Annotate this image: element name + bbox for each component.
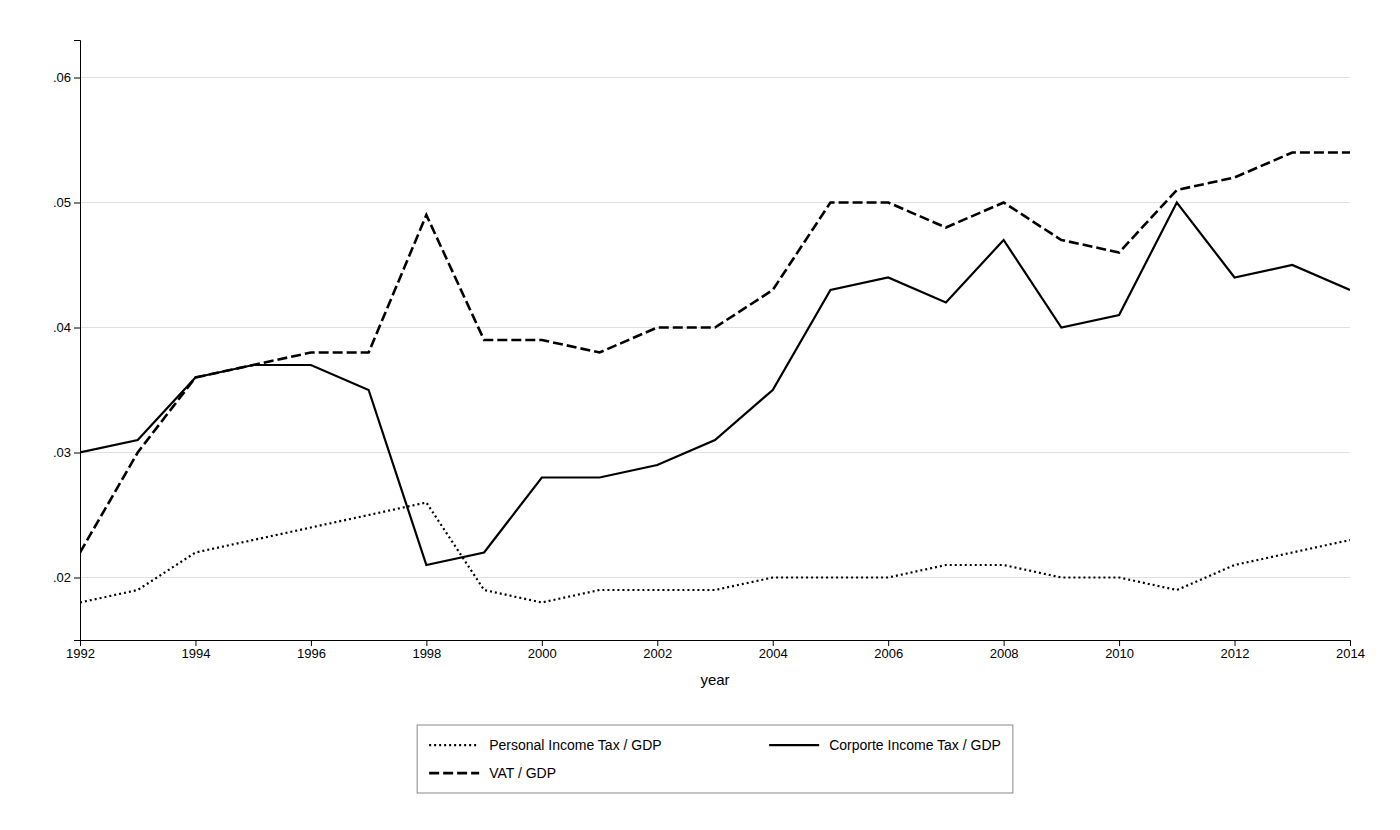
grid-line [80,77,1350,78]
legend-swatch [769,744,819,746]
x-tick: 1996 [297,640,326,661]
legend-item: VAT / GDP [429,765,556,781]
legend-box [417,725,1013,793]
tick-mark [1350,640,1351,646]
y-tick: .04 [53,320,80,335]
tick-mark [74,453,80,454]
tick-label: .05 [53,195,71,210]
tick-label: 1994 [181,646,210,661]
legend: Personal Income Tax / GDP Corporte Income… [417,725,1013,793]
tick-label: 2004 [759,646,788,661]
y-tick: .05 [53,195,80,210]
tick-mark [195,640,196,646]
tick-label: 2008 [990,646,1019,661]
series-line [80,153,1350,553]
tick-label: .02 [53,570,71,585]
axis-line [74,41,81,641]
tick-mark [773,640,774,646]
legend-label: Corporte Income Tax / GDP [829,737,1001,753]
x-axis-title: year [700,671,729,688]
tick-mark [74,578,80,579]
y-axis: .02 .03 .04 .05 .06 [53,41,81,641]
tick-mark [1119,640,1120,646]
y-tick: .03 [53,445,80,460]
x-tick: 2004 [759,640,788,661]
tick-mark [657,640,658,646]
x-tick: 2014 [1336,640,1365,661]
tick-mark [888,640,889,646]
legend-item: Personal Income Tax / GDP [429,737,661,753]
lines [80,153,1350,603]
tick-label: 2000 [528,646,557,661]
tick-label: .03 [53,445,71,460]
legend-item: Corporte Income Tax / GDP [769,737,1001,753]
tick-label: 2010 [1105,646,1134,661]
tick-label: 2014 [1336,646,1365,661]
grid-line [80,202,1350,203]
x-axis: 1992 1994 1996 1998 2000 2002 2004 2006 2008 2010… [66,640,1365,661]
tick-label: 2006 [874,646,903,661]
tick-mark [74,203,80,204]
tick-label: 2012 [1221,646,1250,661]
grid [80,78,1350,578]
legend-label: VAT / GDP [489,765,556,781]
tick-label: 1996 [297,646,326,661]
legend-label: Personal Income Tax / GDP [489,737,661,753]
x-tick: 2006 [874,640,903,661]
tick-mark [1004,640,1005,646]
x-tick: 2008 [990,640,1019,661]
x-tick: 1992 [66,640,95,661]
plot: 1992 1994 1996 1998 2000 2002 2004 2006 2008 2010… [53,41,1365,689]
x-tick: 2000 [528,640,557,661]
tick-mark [311,640,312,646]
grid-line [80,452,1350,453]
tick-label: .06 [53,70,71,85]
y-tick: .06 [53,70,80,85]
series-line [80,503,1350,603]
tick-label: 2002 [643,646,672,661]
tick-label: 1998 [412,646,441,661]
legend-swatch [429,772,479,775]
tick-mark [74,328,80,329]
tick-mark [542,640,543,646]
grid-line [80,577,1350,578]
x-tick: 2012 [1221,640,1250,661]
tick-label: 1992 [66,646,95,661]
tick-mark [1235,640,1236,646]
tick-mark [426,640,427,646]
chart: 1992 1994 1996 1998 2000 2002 2004 2006 2008 2010… [0,0,1400,830]
series-line [80,203,1350,566]
tick-mark [74,78,80,79]
x-tick: 2002 [643,640,672,661]
axis-line [81,641,1351,647]
x-tick: 1998 [412,640,441,661]
tick-label: .04 [53,320,71,335]
x-tick: 2010 [1105,640,1134,661]
legend-swatch [429,744,479,746]
x-tick: 1994 [181,640,210,661]
legend-items: Personal Income Tax / GDP Corporte Income… [429,737,1001,781]
y-tick: .02 [53,570,80,585]
